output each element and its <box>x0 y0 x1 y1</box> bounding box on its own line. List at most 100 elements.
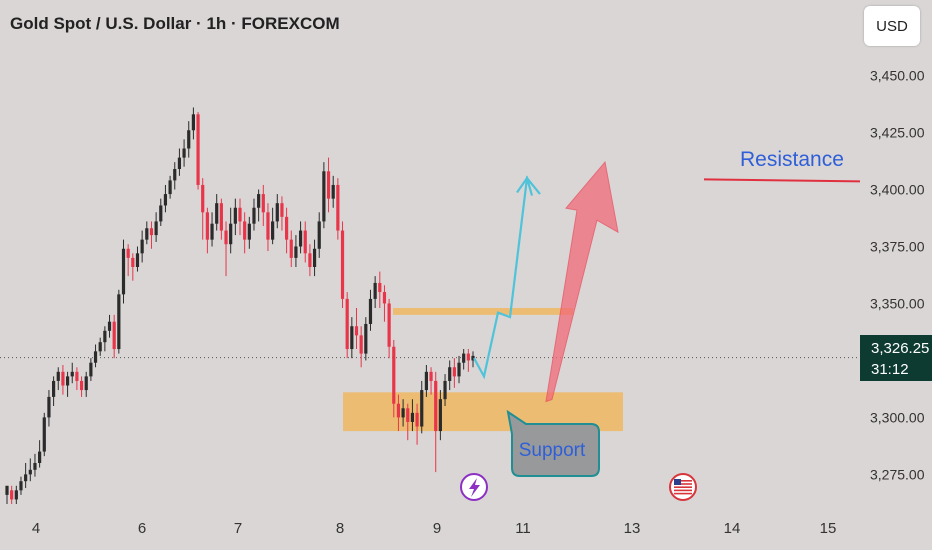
candle-body <box>52 380 56 397</box>
projection-arrow <box>545 161 619 403</box>
currency-button[interactable]: USD <box>864 6 920 46</box>
candle-body <box>19 481 23 491</box>
x-tick-label: 6 <box>138 520 146 537</box>
candle-body <box>219 203 223 231</box>
candle-body <box>135 253 140 267</box>
candle-body <box>145 228 149 240</box>
x-tick-label: 13 <box>624 520 641 537</box>
candle-body <box>205 212 209 240</box>
chart-title: Gold Spot / U.S. Dollar · 1h · FOREXCOM <box>10 14 340 33</box>
candle-body <box>42 417 46 452</box>
x-tick-label: 11 <box>515 520 531 537</box>
candle-body <box>233 207 237 224</box>
candle-body <box>84 376 88 391</box>
x-tick-label: 15 <box>820 520 837 537</box>
candle-body <box>448 367 452 381</box>
candle-body <box>140 239 144 254</box>
candle-body <box>373 282 377 299</box>
candle-body <box>70 371 74 377</box>
candle-body <box>107 321 112 331</box>
candle-body <box>350 326 354 350</box>
x-tick-label: 9 <box>433 520 441 537</box>
candle-body <box>33 462 37 470</box>
price-badge <box>860 335 932 381</box>
flag-stripe <box>674 492 692 495</box>
candle-body <box>364 323 368 354</box>
candle-body <box>196 114 200 185</box>
candle-body <box>131 257 135 267</box>
candle-body <box>65 376 70 386</box>
projection-path <box>473 175 541 380</box>
candle-body <box>452 367 456 377</box>
candle-body <box>424 371 428 391</box>
candle-body <box>126 248 130 258</box>
candle-body <box>79 380 84 391</box>
candle-body <box>252 207 256 224</box>
candle-body <box>47 396 51 418</box>
candle-body <box>182 148 186 158</box>
candle-body <box>331 184 335 199</box>
candle-body <box>98 342 102 352</box>
candle-body <box>443 380 447 400</box>
candle-body <box>210 223 214 240</box>
resistance-line <box>703 178 861 183</box>
candle-body <box>326 171 331 199</box>
candle-body <box>466 353 470 361</box>
support-callout <box>506 409 600 477</box>
flag-stripe <box>674 480 692 482</box>
candle-body <box>191 114 195 131</box>
candle-body <box>201 184 205 213</box>
candle-body <box>14 490 18 500</box>
flag-canton <box>674 479 681 485</box>
candle-body <box>168 180 172 195</box>
candle-body <box>392 346 396 404</box>
candle-body <box>10 490 14 500</box>
lightning-icon-glyph <box>469 478 480 497</box>
y-tick-label: 3,375.00 <box>870 238 925 254</box>
candle-body <box>159 205 163 222</box>
candle-body <box>289 239 293 258</box>
flag-stripe <box>674 486 692 488</box>
resistance-label: Resistance <box>740 148 844 171</box>
candle-body <box>247 223 251 240</box>
candle-body <box>75 371 79 381</box>
candle-body <box>280 203 284 217</box>
price-badge-value: 3,326.25 <box>871 340 929 357</box>
y-tick-label: 3,350.00 <box>870 295 925 311</box>
candle-body <box>5 485 9 495</box>
candle-body <box>224 230 228 245</box>
candle-body <box>354 326 359 336</box>
candle-body <box>154 221 158 236</box>
candle-body <box>336 184 340 231</box>
y-tick-label: 3,425.00 <box>870 125 925 141</box>
candle-body <box>298 230 303 247</box>
candle-body <box>243 221 247 240</box>
candle-body <box>457 362 461 377</box>
candle-body <box>238 207 242 222</box>
candle-body <box>187 130 191 149</box>
candle-body <box>112 321 116 350</box>
price-badge-countdown: 31:12 <box>871 361 909 378</box>
candle-body <box>93 351 98 363</box>
candle-body <box>215 203 219 224</box>
candle-body <box>275 203 279 222</box>
candle-body <box>396 403 401 418</box>
x-tick-label: 8 <box>336 520 344 537</box>
candle-body <box>294 246 298 258</box>
candle-body <box>271 221 275 240</box>
candle-body <box>368 298 373 324</box>
candle-body <box>257 194 261 208</box>
candle-body <box>382 292 387 304</box>
candle-body <box>471 355 475 361</box>
x-tick-label: 4 <box>32 520 40 537</box>
candle-body <box>312 248 317 267</box>
candle-body <box>322 171 326 222</box>
candle-body <box>285 216 289 240</box>
candle-body <box>308 253 312 267</box>
candle-body <box>401 408 405 418</box>
candle-body <box>438 399 442 432</box>
candle-body <box>410 412 415 422</box>
candle-body <box>261 194 265 213</box>
candle-body <box>117 294 121 350</box>
